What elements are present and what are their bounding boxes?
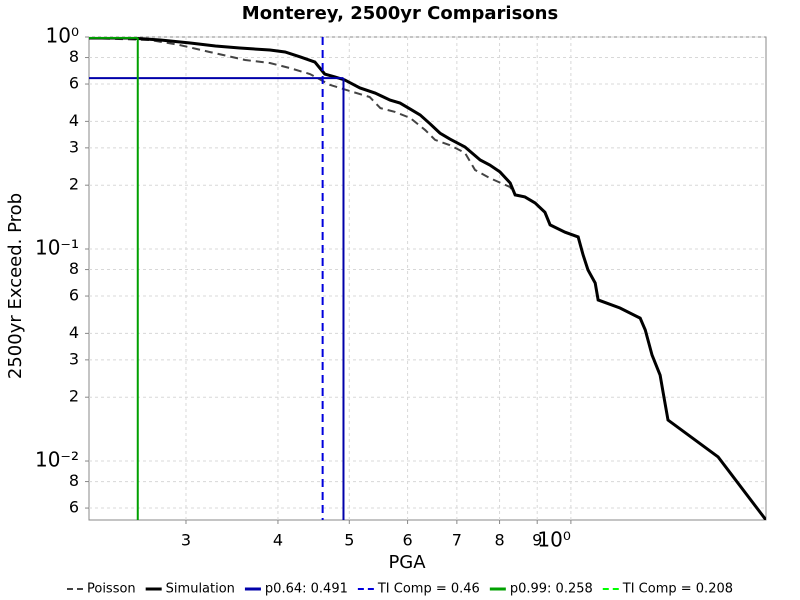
y-axis-label: 2500yr Exceed. Prob [5,193,26,379]
x-tick-label: 6 [402,531,412,550]
x-tick-label: 4 [273,531,283,550]
x-tick-label: 9 [532,531,542,550]
y-tick-label: 4 [69,323,79,342]
series-line [89,37,766,520]
legend-item: p0.99: 0.258 [489,582,593,597]
y-tick-label: 3 [69,349,79,368]
y-tick-label: 6 [69,286,79,305]
x-axis-label: PGA [388,552,426,573]
legend-label: Poisson [87,582,136,597]
y-tick-label: 6 [69,74,79,93]
y-tick-label: 2 [69,175,79,194]
legend-item: Poisson [66,582,136,597]
legend-label: TI Comp = 0.208 [622,582,733,597]
y-tick-label: 8 [69,259,79,278]
plot-lines [89,37,766,520]
legend-label: Simulation [166,582,235,597]
y-tick-label: 2 [69,387,79,406]
y-tick-label: 8 [69,47,79,66]
y-tick-label: 10⁰ [46,24,79,48]
legend-item: p0.64: 0.491 [244,582,348,597]
legend-label: TI Comp = 0.46 [377,582,480,597]
y-tick-label: 4 [69,111,79,130]
y-tick-label: 10⁻¹ [35,236,79,260]
legend-label: p0.99: 0.258 [510,582,593,597]
x-tick-label: 8 [494,531,504,550]
x-tick-label: 10⁰ [537,528,570,552]
grid [89,36,766,520]
legend-item: Simulation [145,582,235,597]
y-tick-label: 8 [69,471,79,490]
chart-title: Monterey, 2500yr Comparisons [242,3,558,24]
y-tick-label: 3 [69,137,79,156]
legend-item: TI Comp = 0.46 [357,582,480,597]
legend: Poisson Simulation p0.64: 0.491 TI Comp = 0… [66,582,733,597]
x-tick-label: 5 [344,531,354,550]
x-tick-label: 7 [452,531,462,550]
legend-label: p0.64: 0.491 [265,582,348,597]
y-tick-label: 10⁻² [35,448,79,472]
plot-area [88,36,767,521]
x-tick-label: 3 [181,531,191,550]
y-tick-label: 6 [69,498,79,517]
legend-item: TI Comp = 0.208 [602,582,733,597]
